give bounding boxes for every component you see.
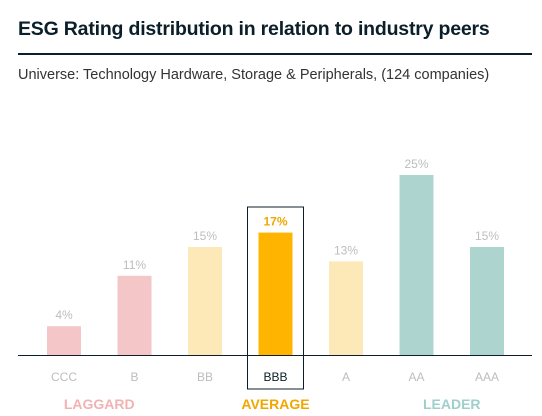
category-label-a: A bbox=[342, 370, 350, 384]
chart-subtitle: Universe: Technology Hardware, Storage &… bbox=[18, 67, 490, 83]
group-label-laggard: LAGGARD bbox=[64, 396, 135, 412]
category-label-b: B bbox=[130, 370, 138, 384]
bar-ccc bbox=[47, 326, 81, 355]
title-divider bbox=[18, 53, 532, 55]
category-label-bbb: BBB bbox=[263, 370, 287, 384]
highlight-frame bbox=[247, 206, 304, 390]
bar-b bbox=[117, 275, 152, 355]
value-label-aa: 25% bbox=[404, 157, 428, 171]
category-label-bb: BB bbox=[197, 370, 213, 384]
bar-aaa bbox=[470, 247, 504, 355]
value-label-aaa: 15% bbox=[475, 229, 499, 243]
group-label-average: AVERAGE bbox=[241, 396, 309, 412]
category-label-ccc: CCC bbox=[51, 370, 77, 384]
value-label-bb: 15% bbox=[193, 229, 217, 243]
bar-a bbox=[329, 261, 363, 355]
category-label-aa: AA bbox=[408, 370, 424, 384]
bar-aa bbox=[399, 175, 434, 355]
chart-title: ESG Rating distribution in relation to i… bbox=[18, 18, 490, 40]
bar-bb bbox=[188, 247, 222, 355]
category-label-aaa: AAA bbox=[475, 370, 499, 384]
group-label-leader: LEADER bbox=[423, 396, 481, 412]
value-label-bbb: 17% bbox=[263, 215, 287, 229]
value-label-a: 13% bbox=[334, 243, 358, 257]
value-label-ccc: 4% bbox=[55, 308, 73, 322]
value-label-b: 11% bbox=[123, 258, 146, 272]
bar-bbb bbox=[258, 232, 293, 355]
